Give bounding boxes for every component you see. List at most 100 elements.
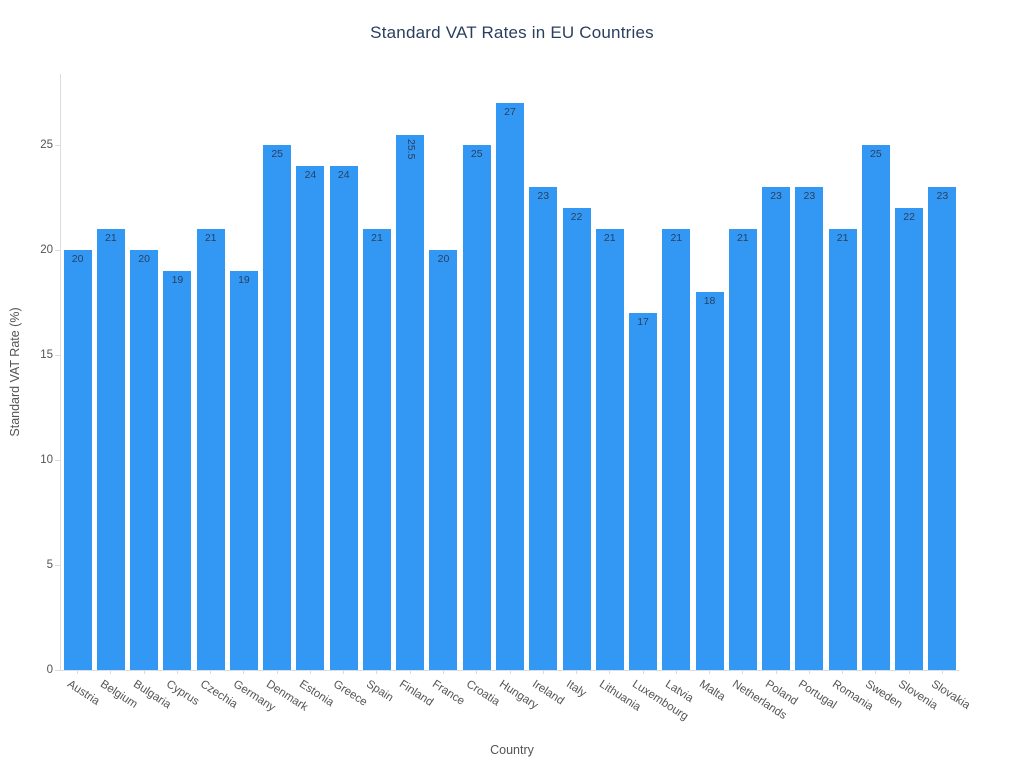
x-tick-mark (808, 670, 810, 674)
bar-value-label: 18 (703, 295, 716, 308)
x-tick-mark (875, 670, 877, 674)
bar (529, 187, 558, 670)
bar (396, 134, 425, 670)
x-tick-mark (143, 670, 145, 674)
bar (695, 292, 724, 670)
bar (196, 229, 225, 670)
bar-value-label: 25 (870, 148, 882, 161)
x-tick-label: Austria (64, 678, 102, 708)
plot-area: 0 5 10 15 20 25 20 Austria 21 Belgium 20 Bulgaria 19… (40, 74, 972, 723)
x-tick-mark (176, 670, 178, 674)
bar (595, 229, 624, 670)
bar-value-label: 25 (271, 148, 284, 161)
x-tick-mark (642, 670, 644, 674)
bar-value-label: 20 (71, 253, 84, 266)
bar-value-label: 23 (770, 190, 782, 203)
x-tick-mark (243, 670, 245, 674)
bar (362, 229, 391, 670)
y-tick-label: 25 (40, 138, 53, 151)
x-tick-mark (343, 670, 345, 674)
x-tick-mark (309, 670, 311, 674)
y-tick-mark (55, 669, 60, 671)
x-tick-mark (542, 670, 544, 674)
y-tick-label: 10 (40, 453, 53, 466)
chart-title: Standard VAT Rates in EU Countries (370, 23, 654, 42)
x-tick-label: Finland (397, 678, 436, 709)
x-tick-mark (609, 670, 611, 674)
bar-value-label: 23 (803, 190, 816, 203)
bar-value-label: 20 (138, 253, 150, 266)
bar-value-label: 21 (736, 232, 749, 245)
x-axis-title: Country (490, 743, 534, 757)
y-tick-label: 5 (46, 558, 53, 571)
x-tick-label: Spain (363, 678, 396, 705)
bar-value-label: 22 (903, 211, 915, 224)
bar-value-label: 21 (204, 232, 217, 245)
x-tick-mark (210, 670, 212, 674)
x-tick-mark (709, 670, 711, 674)
bar-value-label: 19 (238, 274, 250, 287)
bar-value-label: 25.5 (405, 138, 418, 160)
x-tick-mark (110, 670, 112, 674)
x-tick-mark (941, 670, 943, 674)
bar-value-label: 21 (371, 232, 383, 245)
y-tick-label: 0 (46, 663, 53, 676)
x-tick-mark (376, 670, 378, 674)
x-tick-mark (775, 670, 777, 674)
x-tick-mark (442, 670, 444, 674)
x-tick-mark (842, 670, 844, 674)
bar-value-label: 24 (304, 169, 317, 182)
bar-value-label: 22 (570, 211, 583, 224)
bar (496, 103, 524, 670)
bar-value-label: 25 (470, 148, 483, 161)
bar (795, 187, 824, 670)
bar (296, 166, 325, 670)
y-tick-mark (55, 564, 60, 566)
x-tick-label: Croatia (463, 678, 502, 709)
x-tick-mark (409, 670, 411, 674)
x-tick-mark (509, 670, 511, 674)
bar-value-label: 23 (537, 190, 550, 203)
x-tick-label: Malta (696, 678, 727, 704)
bar (63, 250, 92, 670)
bar-value-label: 21 (603, 232, 616, 245)
bar (629, 313, 658, 670)
bar (728, 229, 757, 670)
x-tick-mark (576, 670, 578, 674)
y-axis-title: Standard VAT Rate (%) (8, 307, 22, 437)
bar (229, 271, 258, 670)
x-tick-mark (908, 670, 910, 674)
bar-value-label: 24 (337, 169, 350, 182)
bar-value-label: 17 (637, 316, 649, 329)
y-tick-mark (55, 459, 60, 461)
y-tick-mark (55, 249, 60, 251)
x-tick-mark (742, 670, 744, 674)
bar (895, 208, 924, 670)
bar (462, 145, 491, 670)
y-tick-mark (55, 354, 60, 356)
x-tick-label: France (430, 678, 468, 708)
y-tick-label: 20 (40, 243, 53, 256)
x-tick-label: Greece (330, 678, 369, 709)
x-tick-mark (276, 670, 278, 674)
x-tick-mark (77, 670, 79, 674)
bar (562, 208, 591, 670)
bar (130, 250, 159, 670)
bar (96, 229, 125, 670)
bar (429, 250, 458, 670)
bar (263, 145, 292, 670)
bar (828, 229, 857, 670)
y-tick-mark (55, 144, 60, 146)
bar-value-label: 27 (504, 106, 516, 119)
bar (163, 271, 192, 670)
bar-value-label: 21 (105, 232, 117, 245)
bar (662, 229, 691, 670)
bar (762, 187, 791, 670)
x-tick-mark (675, 670, 677, 674)
x-tick-mark (476, 670, 478, 674)
x-tick-label: Italy (563, 678, 588, 700)
bar (928, 187, 957, 670)
bar (329, 166, 358, 670)
bar-value-label: 20 (437, 253, 450, 266)
bar-value-label: 19 (171, 274, 184, 287)
